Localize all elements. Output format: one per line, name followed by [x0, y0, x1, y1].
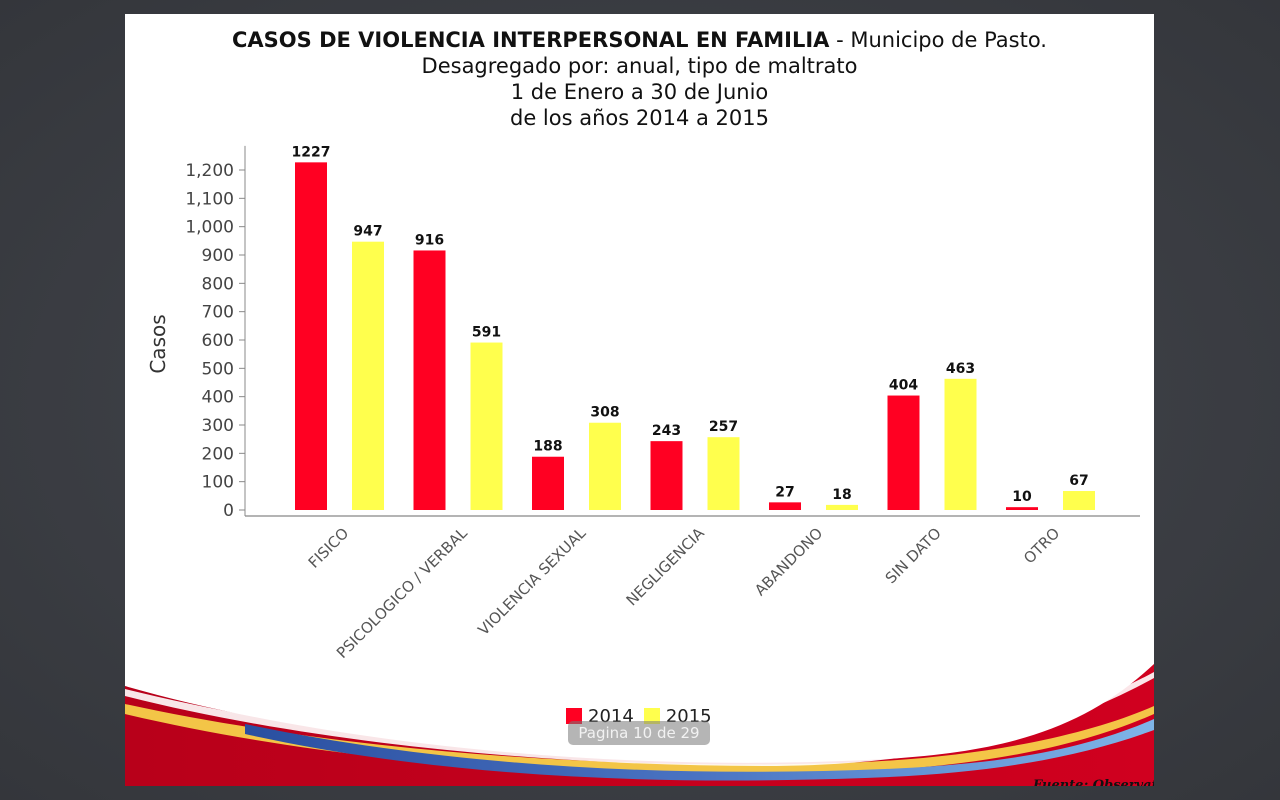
bar-2015-5 — [944, 378, 977, 510]
bar-2014-4 — [769, 502, 801, 510]
chart-axes: 0 100 200 300 400 500 600 700 800 900 1,000 1,100 1,… — [185, 145, 1140, 521]
y-tick-label: 500 — [202, 359, 234, 379]
x-tick-label: VIOLENCIA SEXUAL — [475, 524, 590, 639]
x-tick-label: NEGLIGENCIA — [623, 524, 709, 610]
chart-title-location: - Municipo de Pasto. — [829, 28, 1047, 52]
slide: CASOS DE VIOLENCIA INTERPERSONAL EN FAMI… — [125, 14, 1154, 786]
y-tick-label: 400 — [202, 388, 234, 408]
data-label: 188 — [533, 439, 562, 455]
bar-2015-2 — [589, 422, 621, 510]
x-tick-label: SIN DATO — [882, 524, 945, 587]
bar-2014-6 — [1006, 507, 1038, 510]
data-label: 591 — [472, 325, 501, 341]
data-label: 243 — [652, 423, 681, 439]
bar-2015-4 — [826, 504, 858, 510]
bar-2015-0 — [352, 241, 384, 510]
y-tick-label: 800 — [202, 274, 234, 294]
data-label: 404 — [889, 378, 918, 394]
bar-2015-6 — [1063, 491, 1095, 510]
y-tick-label: 200 — [202, 444, 234, 464]
bar-2014-1 — [413, 250, 446, 510]
y-tick-label: 1,100 — [185, 189, 234, 209]
data-label: 10 — [1012, 489, 1032, 505]
data-label: 947 — [353, 224, 382, 240]
source-note: Fuente: Observatorio del Delito. — [1033, 778, 1154, 786]
chart-bars — [295, 162, 1095, 510]
chart-title-main: CASOS DE VIOLENCIA INTERPERSONAL EN FAMI… — [232, 28, 830, 52]
data-label: 67 — [1069, 473, 1088, 489]
chart-subtitle-3: de los años 2014 a 2015 — [510, 106, 769, 130]
y-tick-label: 900 — [202, 246, 234, 266]
data-label: 18 — [832, 487, 851, 503]
y-tick-label: 0 — [223, 501, 234, 521]
bar-2014-3 — [650, 441, 683, 510]
bar-2015-3 — [707, 437, 740, 510]
bar-2015-1 — [470, 342, 503, 510]
legend-swatch-2015 — [643, 708, 660, 724]
bar-2014-0 — [295, 162, 327, 510]
x-tick-label: PSICOLOGICO / VERBAL — [333, 524, 471, 662]
data-label: 27 — [775, 484, 794, 500]
y-tick-label: 600 — [202, 331, 234, 351]
page-indicator: Pagina 10 de 29 — [568, 721, 710, 745]
chart-subtitle-2: 1 de Enero a 30 de Junio — [510, 80, 769, 104]
chart-subtitle-1: Desagregado por: anual, tipo de maltrato — [421, 54, 858, 78]
data-label: 1227 — [292, 144, 331, 160]
legend-swatch-2014 — [566, 708, 582, 724]
bar-2014-5 — [887, 395, 920, 510]
y-tick-label: 100 — [202, 473, 234, 493]
x-tick-label: OTRO — [1020, 524, 1063, 567]
data-label: 308 — [590, 405, 619, 421]
data-label: 916 — [415, 232, 444, 248]
bar-2014-2 — [532, 456, 564, 510]
x-tick-label: FISICO — [305, 524, 353, 572]
data-label: 257 — [709, 419, 738, 435]
data-label: 463 — [946, 361, 975, 377]
chart-title: CASOS DE VIOLENCIA INTERPERSONAL EN FAMI… — [125, 27, 1154, 53]
y-tick-label: 300 — [202, 416, 234, 436]
y-tick-label: 700 — [202, 303, 234, 323]
slide-wave-decoration — [125, 664, 1154, 786]
y-tick-label: 1,200 — [185, 161, 234, 181]
x-tick-label: ABANDONO — [751, 524, 826, 599]
y-tick-label: 1,000 — [185, 218, 234, 238]
bar-chart: 0 100 200 300 400 500 600 700 800 900 1,000 1,100 1,… — [125, 144, 1154, 786]
